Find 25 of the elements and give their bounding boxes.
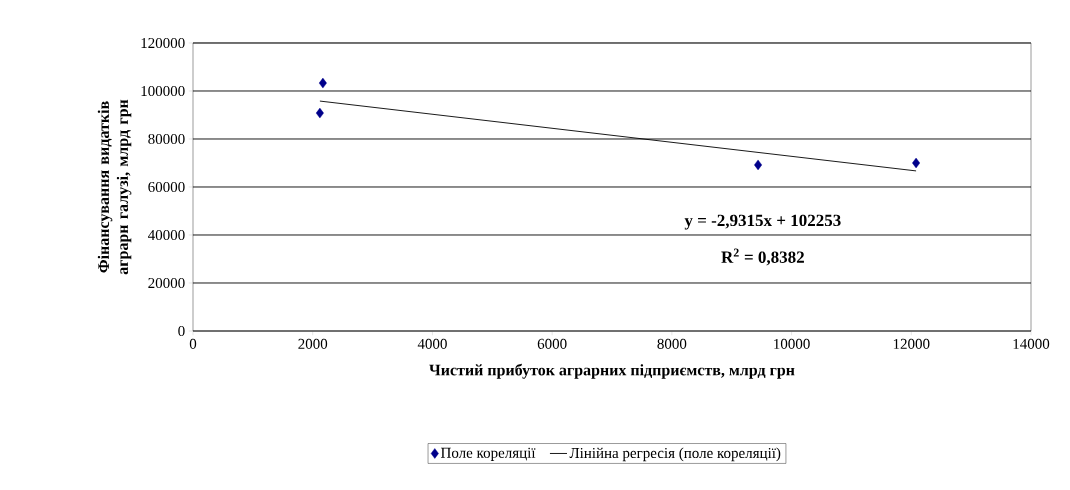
point [754, 159, 763, 171]
y-tick-label: 80000 [148, 133, 185, 145]
x-axis-title: Чистий прибуток аграрних підприємств, млрд грн [429, 363, 795, 379]
y-tick-label: 40000 [148, 229, 185, 241]
x-tick-label: 2000 [298, 338, 328, 349]
legend-label: Поле кореляції [440, 447, 536, 461]
y-tick-label: 120000 [141, 37, 185, 49]
point [912, 157, 921, 169]
x-tick-label: 6000 [537, 338, 567, 349]
annotation: y = -2,9315x + 102253 [684, 214, 841, 230]
y-axis-title: Фінансування видатків аграрн галузі, млрд грн [97, 99, 132, 275]
y-tick-label: 20000 [148, 277, 185, 289]
x-tick-label: 4000 [417, 338, 447, 349]
point [315, 107, 324, 119]
x-tick-label: 8000 [657, 338, 687, 349]
y-tick-label: 0 [178, 325, 185, 337]
x-tick-label: 10000 [774, 338, 810, 349]
annotation: R$^{2}$ = 0,8382 [721, 248, 804, 266]
x-tick-label: 0 [189, 338, 197, 349]
legend-label: Лінійна регресія (поле кореляції) [569, 447, 781, 462]
point [318, 77, 327, 89]
x-tick-label: 14000 [1013, 338, 1050, 349]
y-tick-label: 100000 [141, 85, 185, 97]
y-tick-label: 60000 [148, 181, 185, 193]
x-tick-label: 12000 [893, 338, 930, 349]
